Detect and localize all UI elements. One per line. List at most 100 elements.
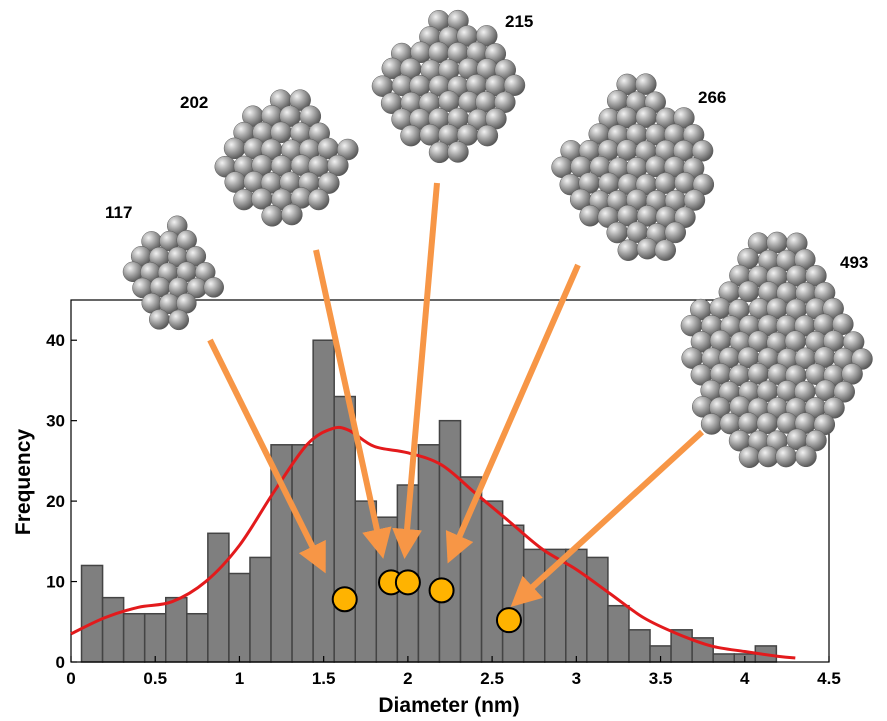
x-tick-label: 4 bbox=[740, 669, 750, 688]
atom bbox=[176, 230, 197, 251]
histogram-bar bbox=[165, 596, 188, 663]
cluster-arrow bbox=[510, 429, 705, 608]
atom bbox=[673, 107, 695, 129]
plot-frame bbox=[70, 299, 830, 663]
atom bbox=[738, 446, 761, 469]
atom bbox=[168, 309, 190, 331]
y-tick-label: 10 bbox=[46, 573, 65, 592]
atom bbox=[337, 138, 359, 161]
histogram-bar bbox=[122, 612, 146, 663]
histogram-bar bbox=[628, 629, 651, 663]
y-tick-label: 40 bbox=[46, 331, 65, 350]
cluster-atom-count-label: 215 bbox=[505, 12, 533, 31]
cluster-arrow bbox=[392, 182, 440, 559]
plot-border bbox=[70, 299, 830, 663]
atom bbox=[617, 239, 640, 261]
x-axis-title: Diameter (nm) bbox=[378, 694, 519, 717]
cluster-size-point bbox=[394, 569, 421, 596]
y-tick-label: 30 bbox=[46, 412, 65, 431]
cluster-arrow bbox=[445, 263, 581, 564]
cluster-size-point bbox=[331, 586, 358, 613]
y-tick-label: 0 bbox=[56, 653, 65, 672]
histogram-bar bbox=[249, 556, 272, 663]
atom bbox=[203, 277, 224, 298]
atom bbox=[635, 73, 657, 95]
axis-ticks: 0 0.5 1 1.5 2 2.5 3 3.5 4 4.5 0 10 20 30 40 bbox=[46, 331, 841, 688]
histogram-bar bbox=[80, 564, 104, 663]
atom bbox=[476, 124, 499, 147]
cluster-3 bbox=[371, 9, 526, 164]
cluster-atom-count-label: 266 bbox=[698, 88, 726, 107]
atom bbox=[428, 141, 451, 164]
cluster-size-point bbox=[495, 607, 522, 634]
atom bbox=[805, 265, 827, 287]
atom bbox=[691, 140, 714, 162]
cluster-arrows bbox=[207, 182, 705, 608]
histogram-bars bbox=[80, 339, 778, 663]
atom bbox=[475, 25, 498, 47]
atom bbox=[654, 239, 677, 261]
atom bbox=[223, 137, 246, 160]
atom bbox=[149, 309, 170, 330]
histogram-bar bbox=[333, 395, 357, 663]
x-tick-label: 3 bbox=[572, 669, 581, 688]
atom bbox=[795, 445, 817, 468]
atom bbox=[579, 204, 601, 227]
histogram-bar bbox=[501, 524, 525, 663]
atom bbox=[674, 206, 696, 228]
atom bbox=[318, 172, 340, 194]
x-tick-label: 2 bbox=[403, 669, 412, 688]
histogram-bar bbox=[607, 604, 630, 663]
y-tick-label: 20 bbox=[46, 492, 65, 511]
atom bbox=[261, 205, 283, 227]
y-axis-title: Frequency bbox=[12, 429, 35, 536]
histogram-bar bbox=[312, 339, 335, 663]
atom bbox=[805, 429, 827, 452]
atom bbox=[289, 89, 311, 111]
cluster-arrow bbox=[207, 338, 326, 574]
histogram-bar bbox=[143, 612, 167, 663]
histogram-bar bbox=[270, 444, 293, 663]
x-tick-label: 3.5 bbox=[649, 669, 673, 688]
cluster-arrow bbox=[313, 249, 392, 559]
atom bbox=[281, 203, 303, 226]
x-tick-label: 2.5 bbox=[480, 669, 504, 688]
histogram-bar bbox=[186, 612, 209, 663]
atom bbox=[606, 221, 628, 244]
cluster-atom-count-label: 493 bbox=[840, 253, 868, 272]
cluster-1 bbox=[122, 215, 224, 331]
atom bbox=[503, 74, 526, 96]
atom bbox=[307, 188, 330, 211]
cluster-atom-count-label: 202 bbox=[180, 93, 208, 112]
histogram-bar bbox=[101, 596, 125, 663]
atom bbox=[833, 381, 855, 403]
x-tick-label: 0.5 bbox=[143, 669, 167, 688]
histogram-bar bbox=[586, 556, 609, 663]
histogram-bar bbox=[712, 653, 736, 663]
histogram-bar bbox=[291, 444, 314, 663]
cluster-5 bbox=[680, 231, 873, 469]
cluster-size-points bbox=[331, 569, 522, 634]
x-tick-label: 1 bbox=[235, 669, 244, 688]
atom bbox=[664, 221, 686, 244]
histogram-bar bbox=[207, 532, 230, 663]
histogram-bar bbox=[228, 572, 251, 663]
histogram-bar bbox=[480, 500, 504, 663]
cluster-2 bbox=[214, 89, 359, 227]
atom bbox=[299, 105, 322, 128]
atom bbox=[327, 154, 349, 177]
atom bbox=[823, 397, 845, 419]
distribution-fit-curve bbox=[70, 425, 796, 660]
atom bbox=[775, 445, 797, 468]
histogram-bar bbox=[522, 548, 546, 663]
atom bbox=[447, 141, 469, 163]
atom bbox=[841, 363, 863, 385]
atom bbox=[185, 246, 207, 267]
cluster-size-point bbox=[428, 577, 455, 604]
histogram-bar bbox=[417, 444, 441, 663]
x-tick-label: 1.5 bbox=[312, 669, 336, 688]
x-tick-label: 0 bbox=[66, 669, 75, 688]
atom bbox=[400, 124, 422, 147]
cluster-illustrations: 117 202 215 266 493 bbox=[105, 9, 873, 469]
